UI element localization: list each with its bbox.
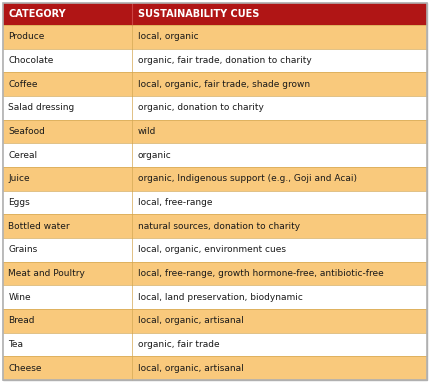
Text: Cheese: Cheese bbox=[9, 364, 42, 373]
Text: local, organic: local, organic bbox=[138, 32, 198, 41]
Text: natural sources, donation to charity: natural sources, donation to charity bbox=[138, 222, 300, 231]
Text: Salad dressing: Salad dressing bbox=[9, 103, 75, 112]
Text: Wine: Wine bbox=[9, 293, 31, 302]
Text: local, organic, artisanal: local, organic, artisanal bbox=[138, 316, 243, 325]
Bar bbox=[3, 214, 427, 238]
Text: Bread: Bread bbox=[9, 316, 35, 325]
Text: organic, donation to charity: organic, donation to charity bbox=[138, 103, 264, 112]
Bar bbox=[3, 72, 427, 96]
Text: Bottled water: Bottled water bbox=[9, 222, 70, 231]
Text: CATEGORY: CATEGORY bbox=[9, 9, 66, 19]
Text: local, free-range, growth hormone-free, antibiotic-free: local, free-range, growth hormone-free, … bbox=[138, 269, 384, 278]
Bar bbox=[3, 191, 427, 214]
Text: organic: organic bbox=[138, 151, 172, 160]
Text: local, free-range: local, free-range bbox=[138, 198, 212, 207]
Text: Meat and Poultry: Meat and Poultry bbox=[9, 269, 85, 278]
Text: SUSTAINABILITY CUES: SUSTAINABILITY CUES bbox=[138, 9, 259, 19]
Bar bbox=[3, 356, 427, 380]
Text: organic, Indigenous support (e.g., Goji and Acai): organic, Indigenous support (e.g., Goji … bbox=[138, 174, 357, 183]
Bar bbox=[3, 25, 427, 49]
Bar bbox=[3, 238, 427, 262]
Text: local, organic, environment cues: local, organic, environment cues bbox=[138, 246, 286, 254]
Text: Cereal: Cereal bbox=[9, 151, 37, 160]
Text: local, land preservation, biodynamic: local, land preservation, biodynamic bbox=[138, 293, 303, 302]
Text: local, organic, artisanal: local, organic, artisanal bbox=[138, 364, 243, 373]
Text: Grains: Grains bbox=[9, 246, 38, 254]
Bar bbox=[3, 285, 427, 309]
Text: Juice: Juice bbox=[9, 174, 30, 183]
Text: wild: wild bbox=[138, 127, 156, 136]
Text: organic, fair trade, donation to charity: organic, fair trade, donation to charity bbox=[138, 56, 311, 65]
Bar bbox=[3, 143, 427, 167]
Bar bbox=[3, 49, 427, 72]
Bar bbox=[3, 119, 427, 143]
Text: local, organic, fair trade, shade grown: local, organic, fair trade, shade grown bbox=[138, 80, 310, 89]
Text: Coffee: Coffee bbox=[9, 80, 38, 89]
Text: Chocolate: Chocolate bbox=[9, 56, 54, 65]
Text: Tea: Tea bbox=[9, 340, 23, 349]
Bar bbox=[3, 96, 427, 119]
Text: organic, fair trade: organic, fair trade bbox=[138, 340, 219, 349]
Bar bbox=[3, 3, 427, 25]
Text: Produce: Produce bbox=[9, 32, 45, 41]
Text: Seafood: Seafood bbox=[9, 127, 45, 136]
Bar bbox=[3, 333, 427, 356]
Bar bbox=[3, 262, 427, 285]
Bar bbox=[3, 309, 427, 333]
Bar bbox=[3, 167, 427, 191]
Text: Eggs: Eggs bbox=[9, 198, 30, 207]
